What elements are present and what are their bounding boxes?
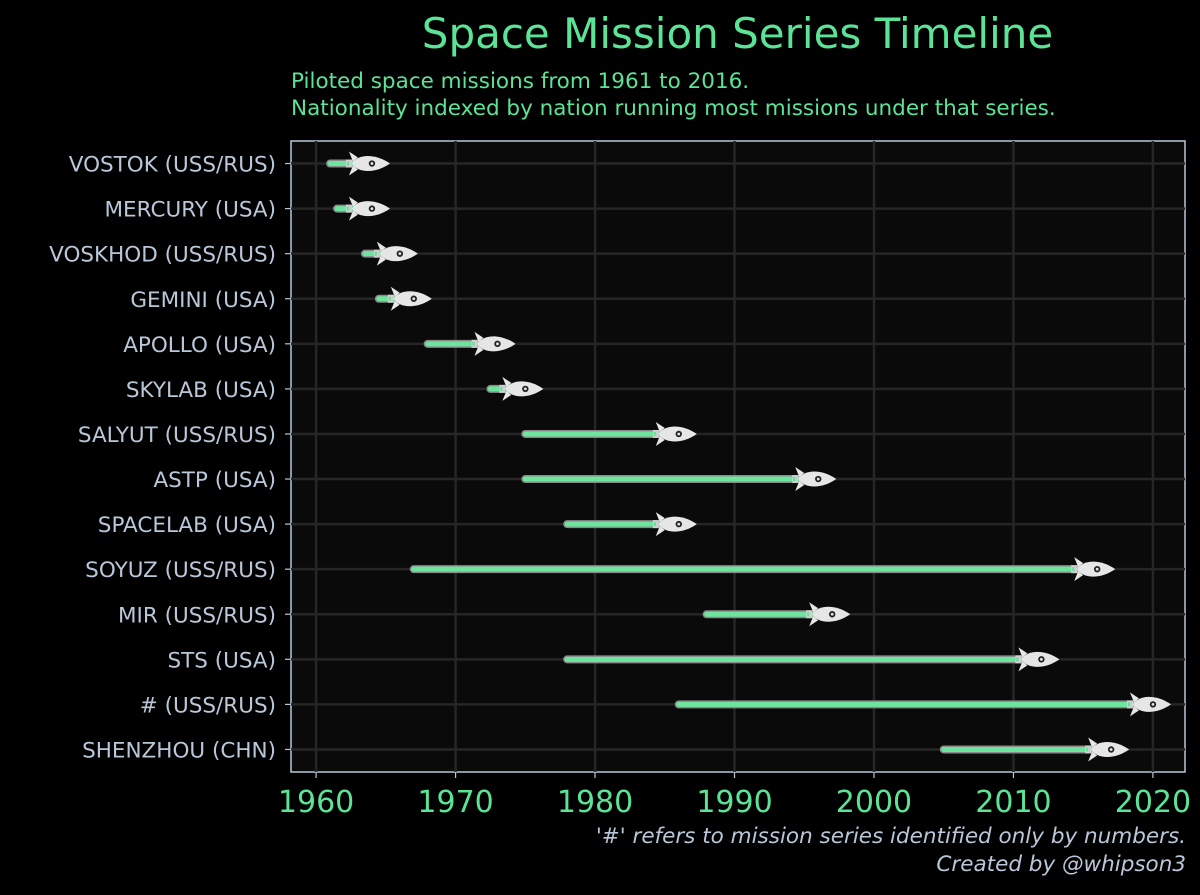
chart-subtitle: Piloted space missions from 1961 to 2016… <box>291 68 1056 122</box>
caption-line-2: Created by @whipson3 <box>936 852 1186 877</box>
x-tick-label: 1990 <box>696 785 772 820</box>
y-axis-labels: VOSTOK (USS/RUS) MERCURY (USA) VOSKHOD (US… <box>49 153 291 763</box>
x-tick-label: 1960 <box>278 785 354 820</box>
x-tick-label: 1980 <box>557 785 633 820</box>
category-label: STS (USA) <box>167 648 276 673</box>
category-label: APOLLO (USA) <box>123 333 276 358</box>
chart-title: Space Mission Series Timeline <box>421 9 1054 58</box>
category-label: # (USS/RUS) <box>140 693 276 718</box>
category-label: SKYLAB (USA) <box>126 378 276 403</box>
x-tick-label: 2020 <box>1115 785 1191 820</box>
plot-panel <box>290 140 1186 773</box>
category-label: SALYUT (USS/RUS) <box>78 423 276 448</box>
category-label: VOSTOK (USS/RUS) <box>69 153 276 178</box>
chart-caption: '#' refers to mission series identified … <box>596 823 1186 879</box>
x-tick-label: 1970 <box>417 785 493 820</box>
category-label: SOYUZ (USS/RUS) <box>85 558 276 583</box>
caption-line-1: '#' refers to mission series identified … <box>595 824 1186 849</box>
category-label: VOSKHOD (USS/RUS) <box>49 243 276 268</box>
category-label: GEMINI (USA) <box>130 288 276 313</box>
category-label: MERCURY (USA) <box>104 198 276 223</box>
category-label: SPACELAB (USA) <box>98 513 276 538</box>
subtitle-line-2: Nationality indexed by nation running mo… <box>291 96 1056 121</box>
x-tick-label: 2010 <box>975 785 1051 820</box>
category-label: MIR (USS/RUS) <box>118 603 276 628</box>
x-tick-label: 2000 <box>836 785 912 820</box>
subtitle-line-1: Piloted space missions from 1961 to 2016… <box>291 69 750 94</box>
x-axis-ticks: 1960 1970 1980 1990 2000 2010 2020 <box>278 772 1191 820</box>
category-label: ASTP (USA) <box>153 468 276 493</box>
category-label: SHENZHOU (CHN) <box>82 738 276 763</box>
